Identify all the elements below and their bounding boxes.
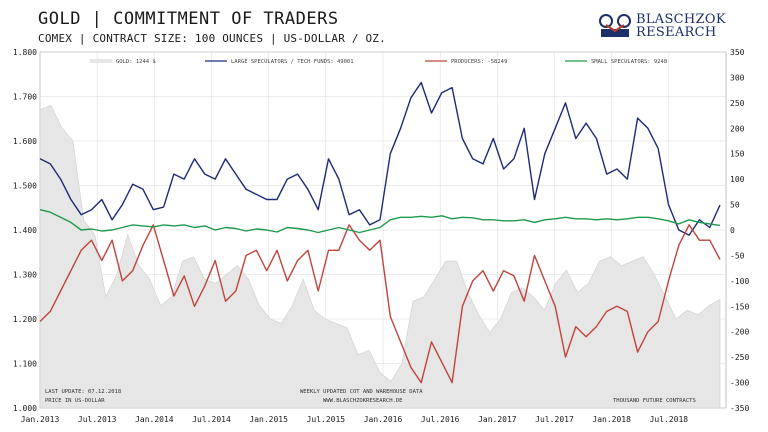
- series-small-speculators-line: [39, 209, 721, 234]
- axis-labels: 1.000 1.100 1.200 1.300 1.400 1.500 1.600 1.700…: [13, 48, 750, 424]
- x-tick-label: Jan.2014: [135, 415, 174, 424]
- x-tick-label: Jan.2018: [592, 415, 631, 424]
- series-large-speculators-line: [39, 81, 721, 236]
- page-title: GOLD | COMMITMENT OF TRADERS: [38, 9, 339, 29]
- note-right-unit: THOUSAND FUTURE CONTRACTS: [613, 398, 696, 404]
- y-left-tick-label: 1.600: [13, 137, 37, 146]
- x-tick-label: Jan.2017: [478, 415, 517, 424]
- series-gold-area: [39, 105, 721, 409]
- y-right-tick-label: 150: [730, 150, 745, 159]
- y-right-tick-label: 50: [730, 201, 740, 210]
- x-tick-label: Jul.2015: [307, 415, 346, 424]
- chart-notes: LAST UPDATE: 07.12.2018 PRICE IN US-DOLL…: [45, 389, 696, 404]
- y-right-tick-label: 300: [730, 73, 745, 82]
- note-last-update: LAST UPDATE: 07.12.2018: [45, 389, 121, 395]
- note-source-line-2: WWW.BLASCHZOKRESEARCH.DE: [323, 398, 402, 404]
- y-right-tick-label: -200: [730, 328, 749, 337]
- legend-label-gold: GOLD: 1244 $: [116, 59, 156, 65]
- chart-legend: GOLD: 1244 $ LARGE SPECULATORS / TECH FU…: [90, 59, 667, 65]
- x-tick-label: Jul.2013: [78, 415, 117, 424]
- x-tick-label: Jan.2016: [364, 415, 403, 424]
- series-layer: [39, 81, 721, 409]
- x-tick-label: Jul.2018: [650, 415, 689, 424]
- y-right-tick-label: -350: [730, 404, 749, 413]
- note-source-line-1: WEEKLY UPDATED COT AND WAREHOUSE DATA: [300, 389, 423, 395]
- y-left-tick-label: 1.200: [13, 315, 37, 324]
- logo-icon: [599, 14, 631, 37]
- y-left-tick-label: 1.700: [13, 93, 37, 102]
- y-left-tick-label: 1.300: [13, 271, 37, 280]
- y-left-tick-label: 1.000: [13, 404, 37, 413]
- x-tick-label: Jul.2016: [421, 415, 460, 424]
- y-left-tick-label: 1.800: [13, 48, 37, 57]
- page-subtitle: COMEX | CONTRACT SIZE: 100 OUNCES | US-D…: [38, 32, 386, 45]
- note-price-unit: PRICE IN US-DOLLAR: [45, 398, 105, 404]
- y-right-tick-label: -50: [730, 251, 745, 260]
- series-producers-line: [39, 224, 721, 384]
- x-tick-label: Jan.2013: [21, 415, 60, 424]
- y-left-tick-label: 1.400: [13, 226, 37, 235]
- y-left-tick-label: 1.500: [13, 182, 37, 191]
- legend-label-large-specs: LARGE SPECULATORS / TECH FUNDS: 49001: [231, 59, 354, 65]
- y-right-tick-label: 200: [730, 124, 745, 133]
- legend-label-small-specs: SMALL SPECULATORS: 9248: [591, 59, 667, 65]
- y-right-tick-label: 100: [730, 175, 745, 184]
- y-right-tick-label: -250: [730, 353, 749, 362]
- logo-line-2: RESEARCH: [636, 25, 717, 40]
- y-right-tick-label: -100: [730, 277, 749, 286]
- y-right-tick-label: 0: [730, 226, 735, 235]
- y-right-tick-label: -300: [730, 379, 749, 388]
- brand-logo: BLASCHZOK RESEARCH: [598, 11, 738, 41]
- y-right-tick-label: 250: [730, 99, 745, 108]
- y-left-tick-label: 1.100: [13, 360, 37, 369]
- y-right-tick-label: 350: [730, 48, 745, 57]
- y-right-tick-label: -150: [730, 302, 749, 311]
- logo-line-1: BLASCHZOK: [636, 12, 726, 27]
- legend-label-producers: PRODUCERS: -58249: [451, 59, 507, 65]
- x-tick-label: Jul.2014: [192, 415, 231, 424]
- x-tick-label: Jul.2017: [535, 415, 574, 424]
- x-tick-label: Jan.2015: [249, 415, 288, 424]
